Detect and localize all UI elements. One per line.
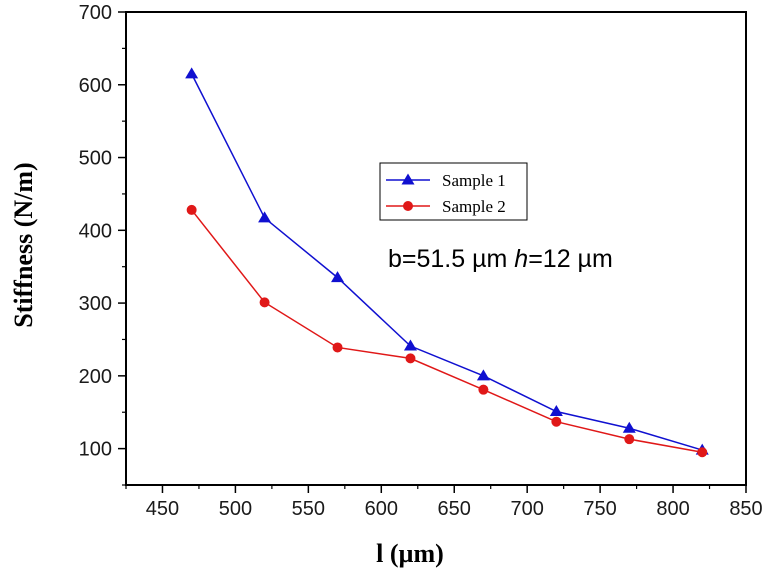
annotation-h-symbol: h: [514, 245, 528, 273]
point-sample-2-620: [405, 353, 416, 364]
x-axis-title: l (µm): [376, 539, 444, 568]
legend-marker-sample-1: [401, 173, 415, 185]
x-axis: 450 500 550 600 650 700 750 800 850: [125, 485, 763, 520]
y-tick-label-100: 100: [79, 439, 112, 461]
legend-marker-sample-2: [403, 201, 413, 211]
point-sample-2-770: [624, 434, 635, 445]
x-tick-label-750: 750: [583, 498, 616, 520]
point-sample-2-470: [186, 204, 197, 215]
x-tick-label-600: 600: [365, 498, 398, 520]
y-tick-label-600: 600: [79, 75, 112, 97]
y-axis: 100 200 300 400 500 600 700: [79, 2, 126, 486]
point-sample-1-770: [622, 421, 636, 433]
x-tick-label-700: 700: [510, 498, 543, 520]
point-sample-2-570: [332, 342, 343, 353]
legend-box: [379, 162, 528, 221]
x-tick-label-500: 500: [219, 498, 252, 520]
x-tick-label-800: 800: [656, 498, 689, 520]
legend-label-sample-2: Sample 2: [442, 197, 506, 216]
point-sample-1-670: [476, 369, 490, 381]
x-tick-label-550: 550: [292, 498, 325, 520]
y-tick-label-500: 500: [79, 148, 112, 170]
point-sample-1-620: [403, 339, 417, 351]
point-sample-1-520: [258, 211, 272, 223]
series-layer: [185, 67, 709, 458]
x-tick-label-650: 650: [438, 498, 471, 520]
y-axis-title: Stiffness (N/m): [9, 162, 38, 327]
annotation-h-value: =12 µm: [528, 245, 613, 273]
legend-label-sample-1: Sample 1: [442, 171, 506, 190]
legend: Sample 1 Sample 2: [379, 162, 528, 221]
y-tick-label-700: 700: [79, 2, 112, 24]
point-sample-2-720: [551, 416, 562, 427]
point-sample-2-670: [478, 384, 489, 395]
point-sample-2-820: [697, 447, 708, 458]
y-tick-label-300: 300: [79, 293, 112, 315]
y-tick-label-200: 200: [79, 366, 112, 388]
y-tick-label-400: 400: [79, 220, 112, 242]
series-line-sample-2: [191, 209, 703, 453]
annotation-b: b=51.5 µm: [388, 245, 514, 273]
series-line-sample-1: [190, 73, 703, 451]
x-tick-label-850: 850: [729, 498, 762, 520]
point-sample-2-520: [259, 297, 270, 308]
point-sample-1-570: [331, 271, 345, 283]
point-sample-1-470: [185, 67, 199, 79]
dimension-annotation: b=51.5 µm h=12 µm: [388, 245, 613, 273]
point-sample-1-720: [549, 405, 563, 417]
plot-frame: [125, 11, 747, 486]
x-tick-label-450: 450: [146, 498, 179, 520]
